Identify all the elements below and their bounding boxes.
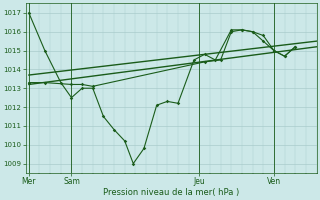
X-axis label: Pression niveau de la mer( hPa ): Pression niveau de la mer( hPa ) <box>103 188 239 197</box>
